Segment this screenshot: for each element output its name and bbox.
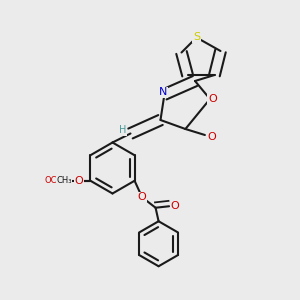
Text: O: O [75, 176, 83, 186]
Text: OCH₃: OCH₃ [44, 176, 66, 185]
Text: O: O [207, 131, 216, 142]
Text: N: N [159, 87, 167, 97]
Text: O: O [208, 94, 217, 104]
Text: O: O [170, 201, 179, 211]
Text: O: O [138, 192, 146, 202]
Text: S: S [193, 32, 200, 43]
Text: H: H [119, 125, 127, 136]
Text: CH₃: CH₃ [56, 176, 71, 185]
